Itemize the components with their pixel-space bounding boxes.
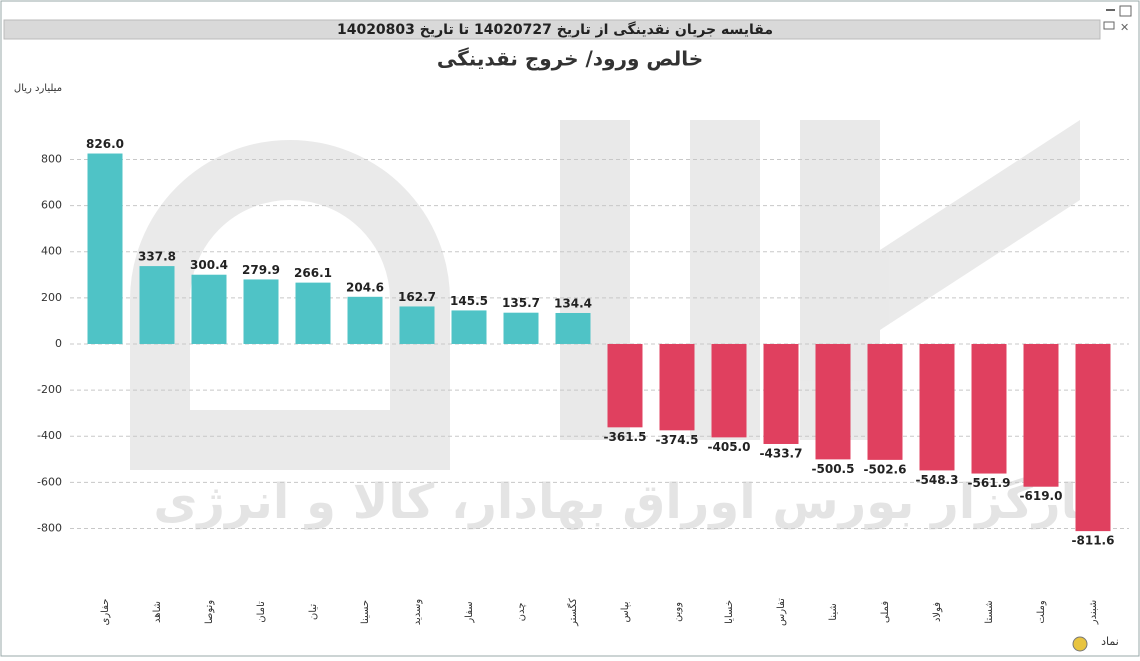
x-tick-label: حفاری	[100, 599, 111, 626]
maximize-icon[interactable]	[1119, 5, 1132, 17]
bar	[451, 310, 487, 344]
value-label: -502.6	[864, 462, 907, 476]
y-tick-label: -400	[37, 429, 62, 442]
value-label: 162.7	[398, 290, 436, 304]
bar	[1023, 343, 1059, 487]
value-label: 145.5	[450, 294, 488, 308]
x-tick-label: فولاد	[932, 602, 943, 622]
x-tick-label: کگستر	[567, 598, 579, 627]
value-label: -374.5	[656, 433, 699, 447]
value-label: -619.0	[1020, 489, 1063, 503]
y-tick-label: 0	[55, 337, 62, 350]
print-icon[interactable]	[1103, 21, 1115, 30]
x-tick-label: تفارس	[776, 598, 787, 626]
y-axis-label: میلیارد ریال	[14, 83, 62, 94]
value-label: 266.1	[294, 266, 332, 280]
x-tick-label: وسدید	[412, 599, 423, 626]
x-tick-label: شستا	[984, 600, 995, 623]
value-label: 337.8	[138, 250, 176, 264]
x-tick-label: فملی	[880, 601, 891, 623]
value-label: 300.4	[190, 258, 228, 272]
bar	[971, 343, 1007, 474]
bar	[555, 312, 591, 344]
x-tick-label: خسایا	[724, 600, 735, 624]
export-icon[interactable]: ✕	[1120, 21, 1129, 34]
value-label: -433.7	[760, 446, 803, 460]
value-label: 134.4	[554, 296, 592, 310]
y-tick-label: 200	[41, 291, 62, 304]
bar	[1075, 343, 1111, 532]
x-tick-label: شاهد	[152, 601, 163, 623]
value-label: -811.6	[1072, 534, 1115, 548]
bar	[191, 274, 227, 344]
bar	[607, 343, 643, 428]
bar	[503, 312, 539, 344]
x-tick-label: تامان	[256, 601, 267, 623]
y-tick-label: 600	[41, 199, 62, 212]
x-tick-label: سفار	[464, 601, 475, 623]
bar	[139, 266, 175, 344]
x-tick-label: شینا	[828, 603, 839, 620]
y-tick-label: -200	[37, 383, 62, 396]
bar	[919, 343, 955, 471]
x-tick-label: ووین	[672, 602, 683, 622]
value-label: -361.5	[604, 430, 647, 444]
value-label: -405.0	[708, 440, 751, 454]
x-tick-label: چدن	[516, 603, 527, 622]
y-tick-label: -800	[37, 521, 62, 534]
bar	[295, 282, 331, 344]
value-label: 204.6	[346, 280, 384, 294]
bar	[659, 343, 695, 431]
value-label: 826.0	[86, 137, 124, 151]
x-tick-label: تیان	[308, 604, 319, 620]
bar	[347, 296, 383, 344]
value-label: -561.9	[968, 476, 1011, 490]
watermark-text: کارگزار بورس اوراق بهادار، کالا و انرژی	[153, 474, 1106, 530]
bar	[763, 343, 799, 444]
x-tick-label: وتوصا	[204, 600, 215, 624]
value-label: -500.5	[812, 462, 855, 476]
logo-icon	[1072, 636, 1088, 652]
x-axis-label: نماد	[1101, 635, 1119, 648]
x-tick-label: حسینا	[360, 600, 371, 624]
value-label: 279.9	[242, 263, 280, 277]
bar	[867, 343, 903, 460]
value-label: 135.7	[502, 296, 540, 310]
x-tick-label: وملت	[1036, 600, 1047, 623]
value-label: -548.3	[916, 473, 959, 487]
bar	[815, 343, 851, 460]
bar	[87, 153, 123, 344]
bar	[243, 279, 279, 344]
y-tick-label: 800	[41, 153, 62, 166]
x-tick-label: بپاس	[620, 601, 631, 622]
bar	[711, 343, 747, 438]
x-tick-label: شبندر	[1088, 600, 1099, 626]
chart-title: خالص ورود/ خروج نقدینگی	[437, 47, 703, 71]
y-tick-label: 400	[41, 245, 62, 258]
header-text: مقایسه جریان نقدینگی از تاریخ 14020727 ت…	[337, 21, 773, 38]
y-tick-label: -600	[37, 475, 62, 488]
header-bar	[3, 19, 1101, 40]
bar	[399, 306, 435, 344]
